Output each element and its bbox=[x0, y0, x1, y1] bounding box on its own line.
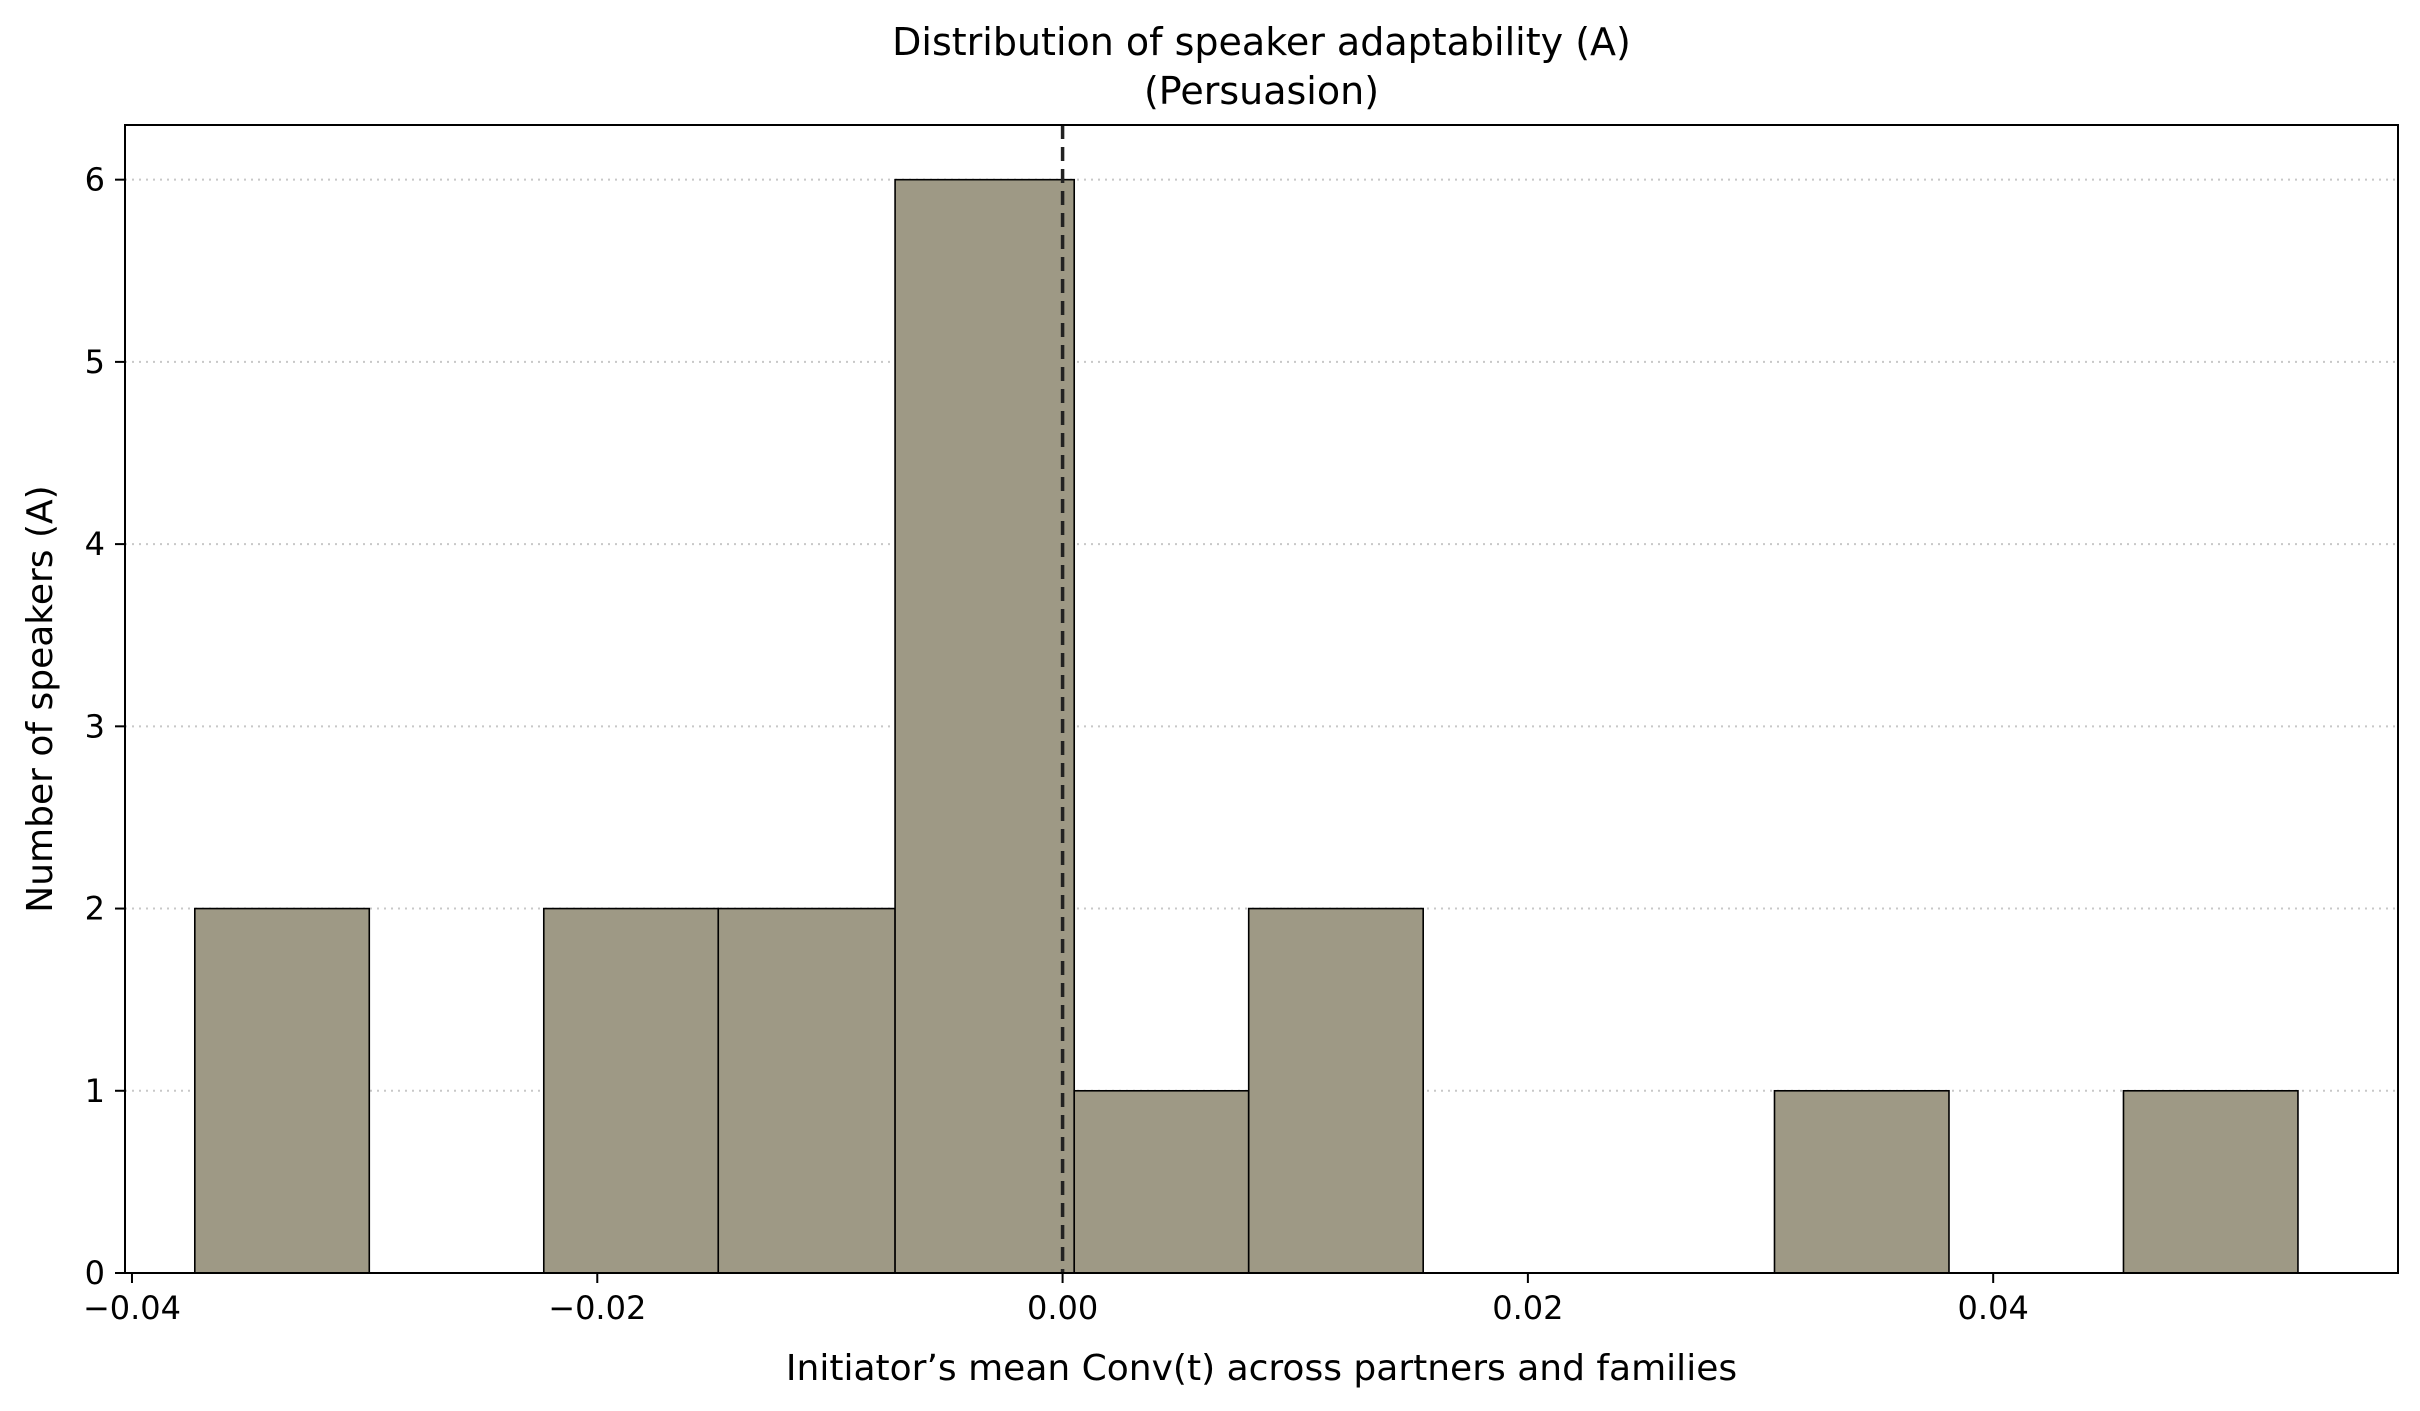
y-axis-label: Number of speakers (A) bbox=[20, 485, 61, 912]
chart-title: Distribution of speaker adaptability (A) bbox=[892, 20, 1631, 64]
chart-subtitle: (Persuasion) bbox=[1144, 69, 1379, 113]
x-tick-label: 0.00 bbox=[1027, 1289, 1098, 1327]
histogram-bar bbox=[2122, 1089, 2299, 1274]
x-tick-label: −0.04 bbox=[83, 1289, 181, 1327]
histogram-bar bbox=[1073, 1089, 1250, 1274]
grid-lines bbox=[125, 178, 2398, 1092]
y-tick-label: 1 bbox=[85, 1072, 105, 1110]
y-axis-ticks: 0 1 2 3 4 5 6 bbox=[85, 161, 125, 1292]
y-tick-label: 3 bbox=[85, 707, 105, 745]
histogram-bars bbox=[193, 178, 2299, 1274]
x-tick-label: 0.02 bbox=[1492, 1289, 1563, 1327]
histogram-bar bbox=[894, 178, 1076, 1274]
y-tick-label: 5 bbox=[85, 343, 105, 381]
y-tick-label: 2 bbox=[85, 890, 105, 928]
histogram-bar bbox=[542, 907, 720, 1274]
y-tick-label: 0 bbox=[85, 1254, 105, 1292]
y-tick-label: 6 bbox=[85, 161, 105, 199]
x-axis-label: Initiator’s mean Conv(t) across partners… bbox=[786, 1348, 1737, 1389]
x-tick-label: −0.02 bbox=[548, 1289, 646, 1327]
histogram-bar bbox=[1773, 1089, 1950, 1274]
histogram-bar bbox=[193, 907, 371, 1274]
y-tick-label: 4 bbox=[85, 525, 105, 563]
histogram-bar bbox=[717, 907, 896, 1274]
plot-area-frame bbox=[124, 124, 2399, 1274]
histogram-bar bbox=[1247, 907, 1424, 1274]
x-axis-ticks: −0.04 −0.02 0.00 0.02 0.04 bbox=[83, 1273, 2029, 1327]
x-tick-label: 0.04 bbox=[1958, 1289, 2029, 1327]
